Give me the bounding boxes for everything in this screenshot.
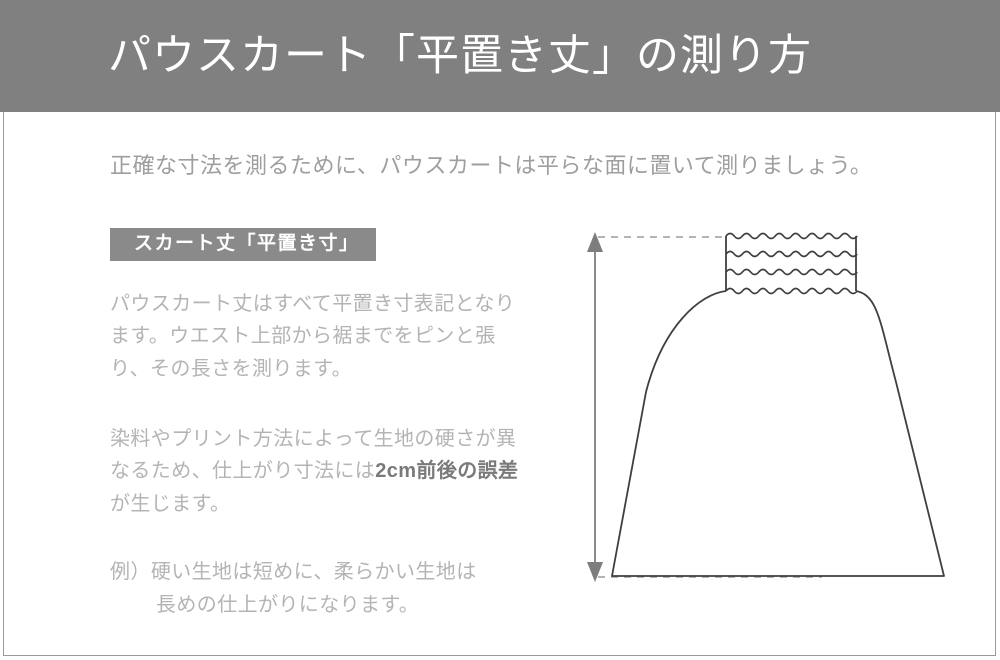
skirt-diagram-svg [587, 232, 945, 582]
paragraph-example: 例）硬い生地は短めに、柔らかい生地は 長めの仕上がりになります。 [110, 556, 530, 621]
arrow-down-head-icon [587, 562, 603, 582]
text-column: スカート丈「平置き寸」 パウスカート丈はすべて平置き寸表記となります。ウエスト上… [110, 228, 530, 621]
tolerance-text-after: が生じます。 [110, 492, 231, 515]
example-line-1: 硬い生地は短めに、柔らかい生地は [150, 561, 477, 584]
skirt-body-outline [611, 290, 945, 577]
waistband-wave-4 [725, 287, 858, 295]
tolerance-text-before: 染料やプリント方法によって生地の硬さが異なるため、仕上がり寸法には [110, 428, 517, 483]
header-bar: パウスカート「平置き丈」の測り方 [0, 0, 1000, 112]
waistband-wave-3 [725, 268, 858, 276]
waistband-wave-1 [725, 232, 858, 240]
example-marker: 例） [110, 561, 151, 584]
waistband-wave-2 [725, 250, 858, 258]
arrow-up-head-icon [587, 232, 603, 252]
skirt-diagram [560, 210, 990, 600]
paragraph-length-notation: パウスカート丈はすべて平置き寸表記となります。ウエスト上部から裾までをピンと張り… [110, 292, 516, 380]
paragraph-tolerance: 染料やプリント方法によって生地の硬さが異なるため、仕上がり寸法には2cm前後の誤… [110, 423, 530, 520]
tolerance-emphasis: 2cm前後の誤差 [375, 460, 519, 483]
example-line-2: 長めの仕上がりになります。 [156, 593, 420, 616]
page-title: パウスカート「平置き丈」の測り方 [108, 31, 812, 80]
lead-instruction-text: 正確な寸法を測るために、パウスカートは平らな面に置いて測りましょう。 [110, 153, 873, 178]
section-badge-skirt-length: スカート丈「平置き寸」 [110, 228, 376, 261]
